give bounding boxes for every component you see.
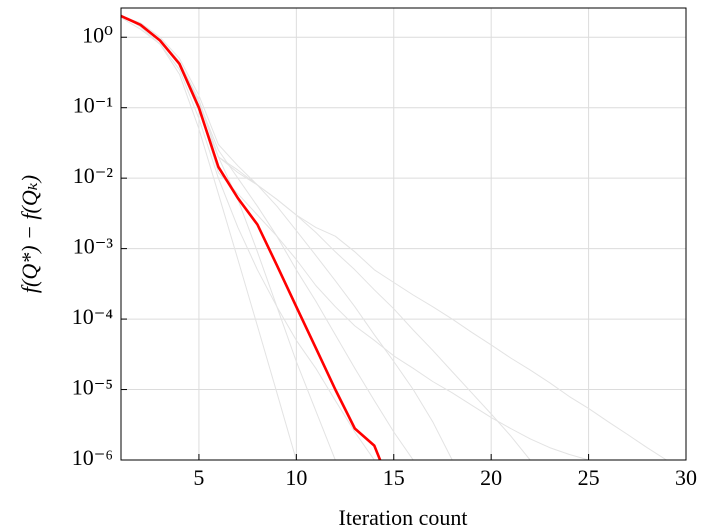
highlight-line — [121, 14, 382, 460]
y-tick-label: 10⁻¹ — [73, 93, 113, 118]
trial-line — [121, 15, 336, 460]
trial-line — [121, 17, 375, 460]
lines — [121, 14, 667, 460]
plot-frame — [120, 7, 687, 461]
grid — [121, 8, 687, 461]
y-tick-label: 10⁰ — [82, 22, 113, 47]
y-tick-label: 10⁻⁴ — [72, 304, 114, 329]
y-tick-label: 10⁻² — [73, 163, 114, 188]
x-tick-label: 20 — [480, 465, 502, 490]
y-axis-label: f(Q*) − f(Qₖ) — [17, 175, 42, 293]
y-tick-label: 10⁻⁵ — [72, 375, 113, 400]
x-axis-label: Iteration count — [339, 505, 468, 530]
x-tick-label: 5 — [193, 465, 204, 490]
trial-line — [121, 15, 589, 460]
trial-line — [121, 15, 414, 460]
trial-line — [121, 15, 453, 460]
x-tick-label: 30 — [675, 465, 697, 490]
trial-line — [121, 15, 531, 460]
ticks: 5 10 15 20 25 30 10⁰ 10⁻¹ 10⁻² 10⁻³ 10⁻⁴ 10⁻⁵ 10⁻⁶ — [72, 22, 697, 490]
x-tick-label: 15 — [383, 465, 405, 490]
trial-line — [121, 14, 297, 460]
x-tick-label: 25 — [578, 465, 600, 490]
x-tick-label: 10 — [285, 465, 307, 490]
trial-line — [121, 15, 667, 460]
y-tick-label: 10⁻⁶ — [72, 445, 113, 470]
y-tick-label: 10⁻³ — [73, 234, 114, 259]
